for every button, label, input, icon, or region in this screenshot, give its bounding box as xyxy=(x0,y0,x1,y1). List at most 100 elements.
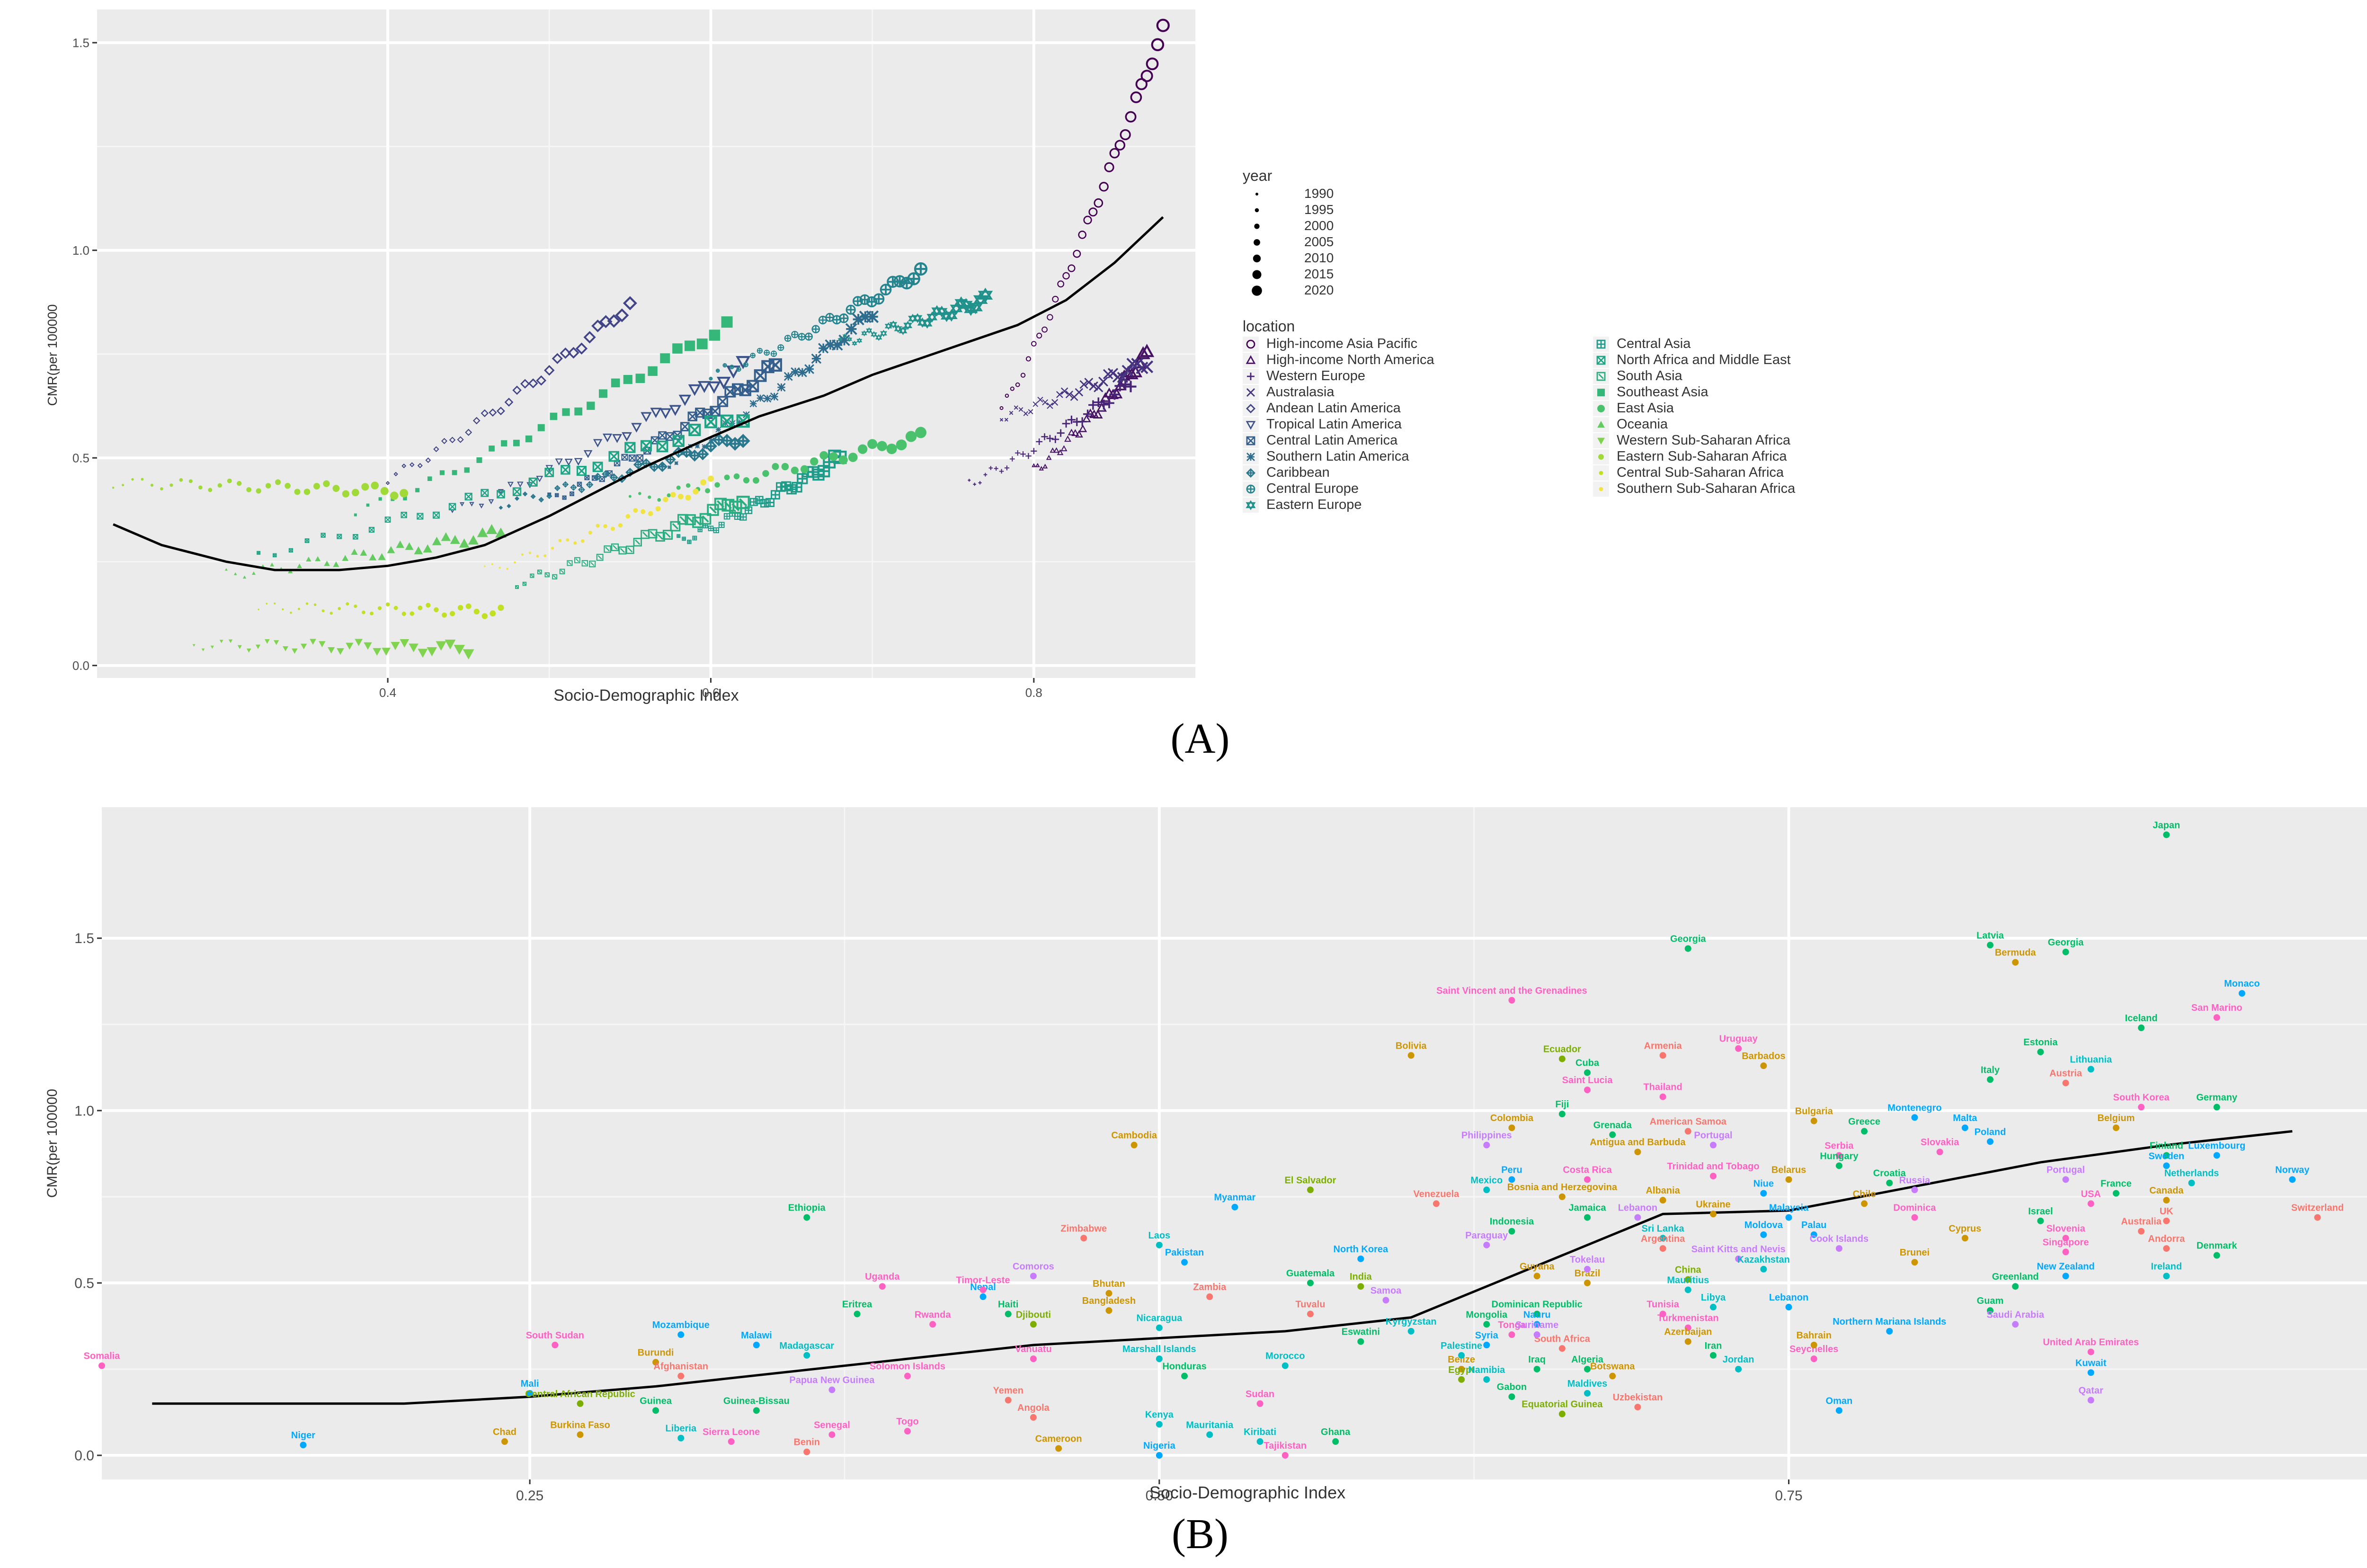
country-label: Saint Kitts and Nevis xyxy=(1691,1244,1786,1255)
data-point xyxy=(305,602,309,605)
data-point xyxy=(1135,78,1148,90)
size-legend-label: 2010 xyxy=(1304,250,1334,265)
country-label: Tunisia xyxy=(1646,1299,1679,1310)
panel-a-plot-background xyxy=(97,9,1195,678)
data-point xyxy=(1031,448,1037,454)
size-legend-label: 2020 xyxy=(1304,283,1334,297)
legend-symbol xyxy=(1246,388,1255,397)
data-point xyxy=(707,475,714,482)
data-point xyxy=(274,640,279,645)
country-point xyxy=(828,1431,836,1438)
data-point xyxy=(819,451,828,460)
country-point xyxy=(577,1431,584,1438)
data-point xyxy=(243,575,247,579)
data-point xyxy=(685,483,691,488)
data-point xyxy=(255,644,261,649)
country-label: Yemen xyxy=(993,1386,1023,1396)
data-point xyxy=(663,497,668,502)
data-point xyxy=(418,606,423,610)
x-tick-label: 0.50 xyxy=(1146,1488,1173,1504)
country-point xyxy=(1231,1203,1238,1211)
data-point xyxy=(373,648,382,656)
data-point xyxy=(1136,361,1148,374)
country-point xyxy=(728,1438,735,1445)
data-point xyxy=(1005,393,1009,398)
data-point xyxy=(714,482,720,488)
data-point xyxy=(403,496,407,500)
country-label: Belize xyxy=(1448,1354,1475,1365)
data-point xyxy=(641,440,652,452)
data-point xyxy=(515,496,520,501)
country-point xyxy=(1760,1190,1767,1197)
data-point xyxy=(660,353,670,364)
data-point xyxy=(310,639,316,645)
data-point xyxy=(771,490,780,499)
size-legend-dot xyxy=(1255,208,1259,213)
data-point xyxy=(696,448,709,461)
country-label: Singapore xyxy=(2043,1237,2089,1247)
legend-symbol xyxy=(1597,421,1605,428)
country-label: Tajikistan xyxy=(1264,1441,1307,1451)
data-point xyxy=(1036,438,1043,445)
data-point xyxy=(707,381,721,394)
data-point xyxy=(861,330,867,337)
country-point xyxy=(879,1283,886,1290)
data-point xyxy=(1062,272,1070,280)
data-point xyxy=(122,484,125,487)
data-point xyxy=(1015,382,1020,387)
data-point xyxy=(575,342,588,355)
data-point xyxy=(219,640,223,643)
country-point xyxy=(979,1286,987,1293)
legend-label: Southern Sub-Saharan Africa xyxy=(1617,481,1796,496)
country-label: Timor-Leste xyxy=(956,1275,1010,1285)
data-point xyxy=(1094,397,1103,407)
data-point xyxy=(655,532,665,542)
country-point xyxy=(1055,1445,1062,1452)
data-point xyxy=(847,337,853,342)
country-label: Germany xyxy=(2196,1093,2238,1103)
data-point xyxy=(1071,429,1079,437)
country-label: India xyxy=(1350,1272,1372,1282)
country-point xyxy=(1709,1211,1717,1218)
country-point xyxy=(753,1342,760,1348)
data-point xyxy=(562,408,570,416)
data-point xyxy=(877,441,887,451)
country-point xyxy=(677,1331,685,1338)
country-point xyxy=(1987,1307,1994,1314)
data-point xyxy=(472,417,481,425)
country-label: Lebanon xyxy=(1769,1292,1808,1303)
legend-key xyxy=(1243,401,1259,416)
data-point xyxy=(648,511,653,517)
country-point xyxy=(1659,1245,1666,1252)
country-label: Guam xyxy=(1977,1296,2004,1306)
data-point xyxy=(489,445,495,452)
country-point xyxy=(2163,1273,2170,1280)
country-label: Kazakhstan xyxy=(1737,1255,1790,1265)
data-point xyxy=(747,380,759,392)
country-point xyxy=(1584,1087,1591,1094)
data-point xyxy=(361,483,369,491)
series-south-asia xyxy=(515,496,750,589)
legend-symbol xyxy=(1599,471,1603,475)
data-point xyxy=(1060,445,1068,452)
country-point xyxy=(1911,1114,1918,1121)
data-point xyxy=(588,531,592,535)
data-point xyxy=(736,366,741,372)
country-point xyxy=(501,1438,508,1445)
data-point xyxy=(1140,70,1153,82)
data-point xyxy=(1075,388,1084,397)
data-point xyxy=(380,487,389,495)
data-point xyxy=(1083,410,1093,419)
data-point xyxy=(676,534,681,538)
data-point xyxy=(560,347,571,359)
data-point xyxy=(1028,409,1033,415)
data-point xyxy=(486,524,498,534)
country-label: El Salvador xyxy=(1284,1175,1336,1185)
data-point xyxy=(1125,367,1139,380)
data-point xyxy=(672,343,683,354)
country-point xyxy=(1584,1176,1591,1183)
country-point xyxy=(1558,1055,1566,1062)
data-point xyxy=(382,648,391,656)
data-point xyxy=(1114,380,1126,392)
country-label: Saint Lucia xyxy=(1562,1075,1613,1086)
